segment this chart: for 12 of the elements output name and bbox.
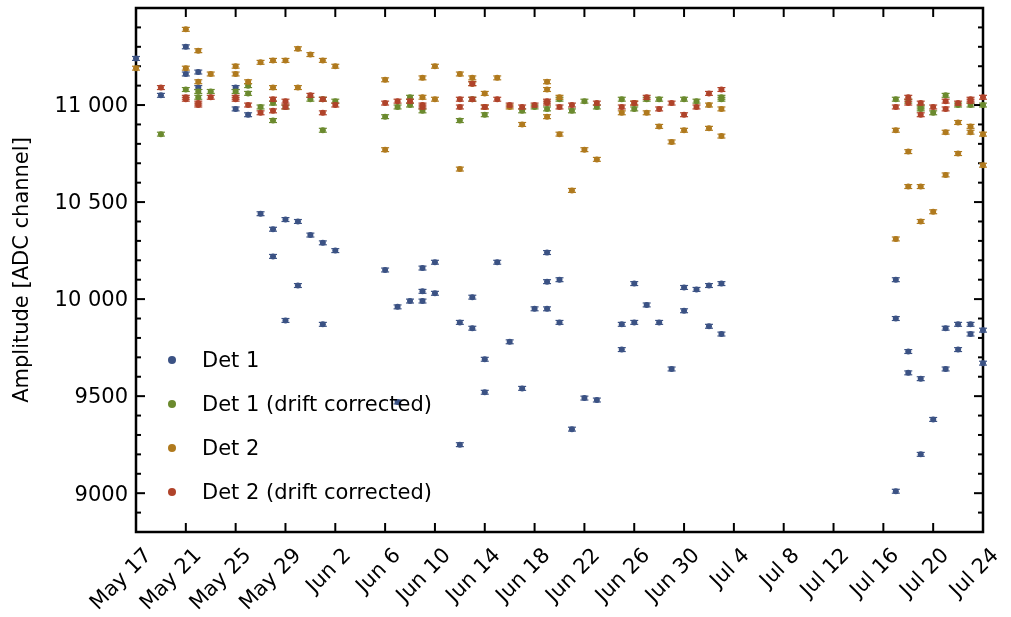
legend-label: Det 1 (202, 348, 260, 373)
y-tick-label: 9000 (74, 481, 128, 506)
x-tick-label: Jun 2 (299, 542, 356, 599)
y-tick-label: 9500 (74, 384, 128, 409)
y-tick-label: 10 500 (54, 190, 128, 215)
legend-label: Det 2 (drift corrected) (202, 480, 432, 505)
y-axis-title: Amplitude [ADC channel] (9, 137, 33, 403)
legend-label: Det 2 (202, 436, 260, 461)
y-tick-label: 11 000 (54, 93, 128, 118)
legend-label: Det 1 (drift corrected) (202, 392, 432, 417)
y-tick-label: 10 000 (54, 287, 128, 312)
x-tick-label: Jul 4 (703, 542, 754, 594)
